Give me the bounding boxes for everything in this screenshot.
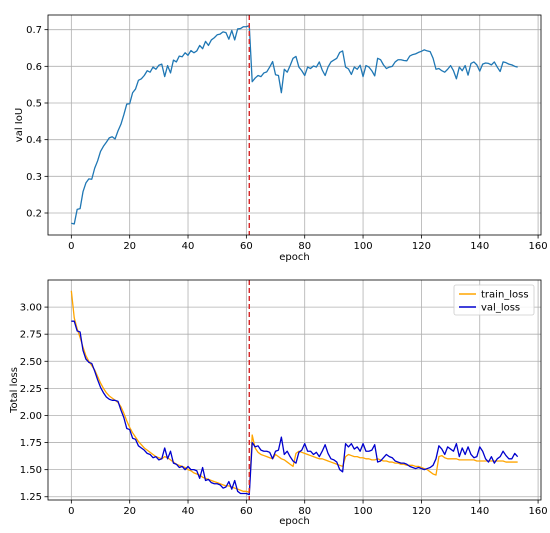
y-tick-label: 1.50 bbox=[20, 465, 42, 476]
loss-y-ticks: 1.25 1.50 1.75 2.00 2.25 2.50 2.75 3.00 bbox=[20, 303, 48, 503]
y-tick-label: 3.00 bbox=[20, 303, 42, 314]
iou-series bbox=[71, 24, 518, 225]
train-loss-line bbox=[70, 290, 518, 494]
loss-series bbox=[70, 290, 519, 496]
loss-chart: 0 20 40 60 80 100 120 140 160 1.25 1.50 1.75 2.00 2.… bbox=[9, 279, 548, 527]
loss-plot-frame bbox=[47, 279, 542, 501]
loss-grid bbox=[48, 280, 541, 500]
y-tick-label: 2.25 bbox=[20, 384, 42, 395]
y-tick-label: 1.75 bbox=[20, 438, 42, 449]
val-iou-line bbox=[71, 24, 518, 225]
x-tick-label: 0 bbox=[68, 506, 74, 517]
val-loss-line bbox=[71, 320, 519, 496]
iou-grid bbox=[48, 15, 541, 235]
y-tick-label: 0.3 bbox=[26, 172, 42, 183]
x-tick-label: 40 bbox=[182, 506, 195, 517]
x-tick-label: 140 bbox=[470, 506, 489, 517]
x-tick-label: 60 bbox=[240, 506, 253, 517]
x-tick-label: 120 bbox=[412, 241, 431, 252]
legend-label-val-loss: val_loss bbox=[481, 303, 520, 314]
x-tick-label: 160 bbox=[529, 241, 548, 252]
iou-y-axis-label: val IoU bbox=[14, 108, 25, 142]
y-tick-label: 1.25 bbox=[20, 492, 42, 503]
iou-plot-frame bbox=[47, 14, 542, 236]
iou-x-ticks: 0 20 40 60 80 100 120 140 160 bbox=[68, 235, 548, 252]
y-tick-label: 2.75 bbox=[20, 330, 42, 341]
x-tick-label: 160 bbox=[529, 506, 548, 517]
iou-y-ticks: 0.2 0.3 0.4 0.5 0.6 0.7 bbox=[26, 25, 48, 220]
y-tick-label: 0.4 bbox=[26, 135, 42, 146]
y-tick-label: 0.5 bbox=[26, 99, 42, 110]
y-tick-label: 0.2 bbox=[26, 209, 42, 220]
loss-x-ticks: 0 20 40 60 80 100 120 140 160 bbox=[68, 500, 548, 517]
x-tick-label: 0 bbox=[68, 241, 74, 252]
y-tick-label: 0.6 bbox=[26, 62, 42, 73]
legend: train_loss val_loss bbox=[453, 284, 535, 316]
x-tick-label: 80 bbox=[298, 506, 311, 517]
x-tick-label: 60 bbox=[240, 241, 253, 252]
x-tick-label: 100 bbox=[354, 241, 373, 252]
x-tick-label: 140 bbox=[470, 241, 489, 252]
x-tick-label: 40 bbox=[182, 241, 195, 252]
iou-x-axis-label: epoch bbox=[279, 252, 309, 263]
x-tick-label: 120 bbox=[412, 506, 431, 517]
y-tick-label: 0.7 bbox=[26, 25, 42, 36]
x-tick-label: 80 bbox=[298, 241, 311, 252]
y-tick-label: 2.50 bbox=[20, 357, 42, 368]
y-tick-label: 2.00 bbox=[20, 411, 42, 422]
legend-label-train-loss: train_loss bbox=[481, 290, 529, 301]
x-tick-label: 20 bbox=[123, 241, 136, 252]
iou-chart: 0 20 40 60 80 100 120 140 160 0.2 0.3 0.4 0.5 0.6 0.7… bbox=[14, 14, 548, 263]
x-tick-label: 20 bbox=[123, 506, 136, 517]
loss-x-axis-label: epoch bbox=[279, 516, 309, 527]
loss-y-axis-label: Total loss bbox=[9, 367, 20, 414]
x-tick-label: 100 bbox=[354, 506, 373, 517]
